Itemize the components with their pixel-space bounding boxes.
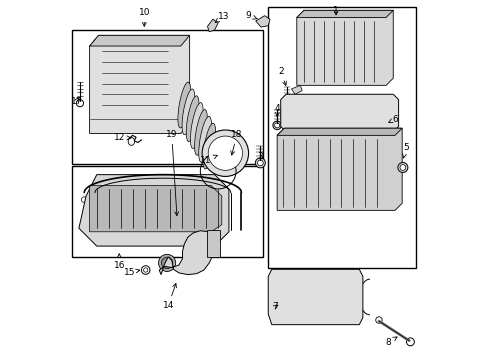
Text: 4: 4 — [275, 104, 280, 117]
Polygon shape — [90, 35, 190, 46]
Ellipse shape — [195, 109, 207, 155]
Circle shape — [336, 300, 343, 307]
Polygon shape — [277, 128, 402, 210]
Circle shape — [315, 293, 322, 300]
Circle shape — [258, 160, 263, 166]
Text: 9: 9 — [245, 11, 257, 20]
Ellipse shape — [203, 123, 216, 169]
Text: 6: 6 — [389, 115, 398, 124]
Circle shape — [293, 293, 300, 300]
Polygon shape — [90, 35, 190, 134]
Text: 10: 10 — [139, 8, 150, 26]
Text: 11: 11 — [200, 155, 218, 165]
Text: 12: 12 — [114, 133, 131, 142]
Bar — [302, 21, 381, 80]
Text: 18: 18 — [231, 130, 243, 155]
Bar — [281, 140, 391, 206]
Bar — [300, 301, 313, 309]
Ellipse shape — [210, 23, 214, 28]
Text: 8: 8 — [385, 337, 397, 347]
Polygon shape — [207, 19, 218, 32]
Polygon shape — [292, 85, 302, 94]
Polygon shape — [256, 16, 270, 27]
Text: 1: 1 — [333, 6, 339, 15]
Ellipse shape — [191, 103, 203, 148]
Bar — [97, 57, 173, 119]
Bar — [209, 234, 218, 254]
Circle shape — [81, 197, 87, 203]
Bar — [286, 100, 393, 126]
Circle shape — [255, 158, 266, 168]
Polygon shape — [79, 175, 229, 246]
Bar — [72, 30, 263, 164]
Circle shape — [315, 305, 322, 312]
Bar — [102, 69, 168, 111]
Circle shape — [159, 254, 176, 271]
Ellipse shape — [260, 19, 265, 24]
Text: 5: 5 — [403, 143, 409, 158]
Circle shape — [284, 100, 291, 107]
Circle shape — [142, 266, 150, 274]
Polygon shape — [268, 269, 363, 325]
Polygon shape — [297, 10, 393, 18]
Text: 14: 14 — [163, 284, 176, 310]
Circle shape — [273, 121, 281, 130]
Circle shape — [76, 100, 83, 107]
Polygon shape — [90, 185, 222, 232]
Circle shape — [161, 257, 173, 269]
Polygon shape — [207, 230, 220, 257]
Polygon shape — [304, 132, 323, 139]
Polygon shape — [281, 94, 398, 132]
Circle shape — [407, 338, 415, 346]
Polygon shape — [297, 10, 393, 85]
Ellipse shape — [186, 96, 199, 141]
Ellipse shape — [199, 116, 212, 162]
Text: 19: 19 — [166, 130, 178, 216]
Circle shape — [275, 303, 283, 310]
Circle shape — [202, 130, 248, 176]
Circle shape — [275, 123, 280, 128]
Circle shape — [275, 285, 283, 293]
Text: 15: 15 — [124, 268, 140, 277]
Circle shape — [400, 165, 406, 170]
Ellipse shape — [178, 82, 191, 128]
Ellipse shape — [182, 89, 195, 135]
Circle shape — [398, 162, 408, 172]
Text: 2: 2 — [278, 67, 287, 85]
Polygon shape — [159, 231, 215, 275]
Circle shape — [208, 136, 243, 170]
Circle shape — [376, 317, 382, 323]
Circle shape — [81, 222, 87, 228]
Text: 13: 13 — [215, 12, 229, 23]
Circle shape — [144, 268, 148, 272]
Polygon shape — [277, 128, 402, 135]
Text: 7: 7 — [272, 302, 278, 311]
Text: 17: 17 — [71, 97, 82, 106]
Bar — [268, 7, 416, 267]
Text: 3: 3 — [257, 152, 263, 161]
Bar — [72, 166, 263, 257]
Text: 16: 16 — [114, 254, 125, 270]
